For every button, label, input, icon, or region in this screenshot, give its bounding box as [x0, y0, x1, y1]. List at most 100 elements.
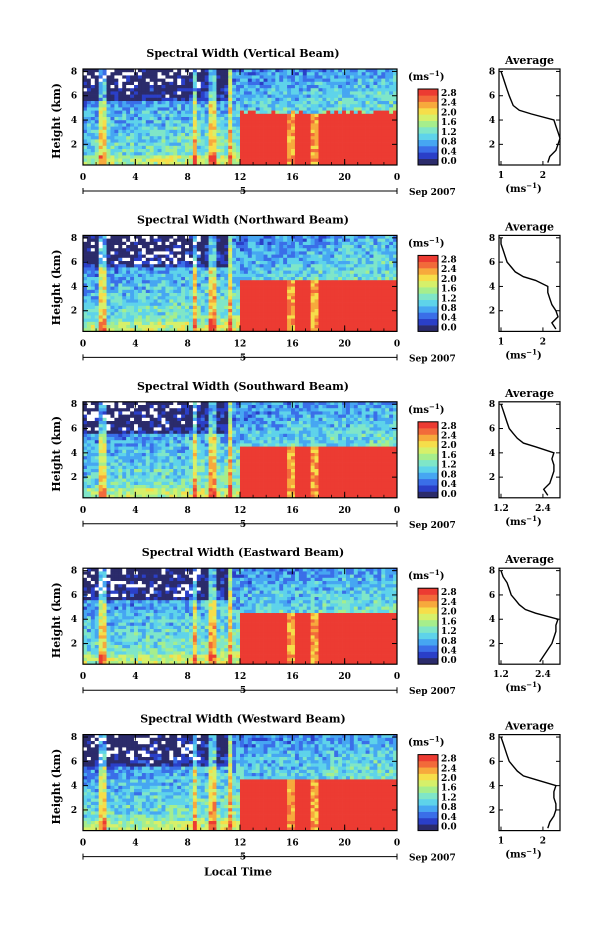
heatmap-cell [349, 91, 355, 95]
heatmap-cell [102, 155, 107, 159]
heatmap-cell [389, 245, 394, 249]
heatmap-cell [224, 312, 229, 316]
heatmap-cell [212, 312, 217, 316]
heatmap-cell [165, 264, 170, 268]
heatmap-cell [373, 72, 378, 76]
heatmap-cell [275, 293, 280, 297]
heatmap-cell [349, 257, 355, 262]
heatmap-cell [389, 126, 394, 131]
heatmap-cell [173, 254, 178, 259]
heatmap-cell [377, 97, 382, 102]
heatmap-cell [98, 312, 103, 316]
heatmap-cell [381, 238, 386, 243]
heatmap-cell [294, 235, 300, 239]
heatmap-cell [110, 139, 115, 143]
heatmap-cell [94, 72, 100, 76]
heatmap-cell [204, 126, 209, 131]
heatmap-cell [185, 126, 190, 131]
heatmap-cell [83, 280, 88, 284]
heatmap-cell [200, 126, 206, 131]
heatmap-cell [306, 152, 311, 156]
heatmap-cell [330, 136, 335, 140]
heatmap-cell [98, 117, 103, 121]
heatmap-cell [349, 149, 355, 153]
heatmap-cell [283, 126, 288, 131]
heatmap-cell [90, 254, 96, 259]
heatmap-cell [165, 78, 170, 83]
heatmap-cell [275, 113, 280, 118]
heatmap-cell [357, 309, 363, 313]
heatmap-cell [326, 277, 331, 281]
heatmap-cell [236, 85, 241, 89]
heatmap-cell [342, 248, 347, 252]
heatmap-cell [353, 101, 359, 105]
heatmap-cell [326, 91, 331, 95]
heatmap-cell [326, 254, 331, 259]
heatmap-cell [83, 88, 88, 92]
panel-1: Spectral Width (Vertical Beam)Height (km… [50, 47, 561, 198]
heatmap-cell [169, 117, 174, 121]
heatmap-cell [188, 110, 194, 115]
heatmap-cell [287, 97, 292, 102]
heatmap-cell [236, 321, 241, 326]
heatmap-cell [102, 158, 107, 163]
heatmap-cell [161, 88, 166, 92]
heatmap-cell [173, 104, 178, 108]
heatmap-cell [185, 257, 190, 262]
heatmap-cell [310, 289, 315, 294]
heatmap-cell [208, 286, 213, 291]
heatmap-cell [251, 145, 257, 150]
heatmap-cell [90, 142, 96, 147]
heatmap-cell [263, 81, 268, 86]
heatmap-cell [102, 113, 107, 118]
heatmap-cell [153, 97, 158, 102]
heatmap-cell [145, 152, 151, 156]
heatmap-cell [90, 277, 96, 281]
heatmap-cell [338, 91, 343, 95]
heatmap-cell [377, 145, 382, 150]
heatmap-cell [94, 85, 100, 89]
heatmap-cell [271, 305, 276, 310]
heatmap-cell [181, 72, 186, 76]
heatmap-cell [118, 305, 123, 310]
heatmap-cell [345, 75, 351, 79]
heatmap-cell [393, 85, 398, 89]
heatmap-cell [228, 280, 233, 284]
heatmap-cell [185, 142, 190, 147]
heatmap-cell [134, 91, 139, 95]
heatmap-cell [330, 315, 335, 319]
heatmap-cell [255, 328, 260, 332]
heatmap-cell [224, 136, 229, 140]
heatmap-cell [283, 120, 288, 124]
heatmap-cell [377, 235, 382, 239]
heatmap-cell [110, 91, 115, 95]
heatmap-cell [137, 88, 143, 92]
heatmap-cell [236, 97, 241, 102]
heatmap-cell [326, 302, 331, 307]
heatmap-cell [271, 318, 276, 323]
heatmap-cell [365, 110, 370, 115]
heatmap-cell [192, 126, 198, 131]
heatmap-cell [177, 91, 182, 95]
heatmap-cell [228, 283, 233, 287]
heatmap-cell [243, 293, 249, 297]
heatmap-cell [169, 133, 174, 137]
heatmap-cell [173, 235, 178, 239]
heatmap-cell [90, 101, 96, 105]
heatmap-cell [369, 245, 374, 249]
heatmap-cell [200, 261, 206, 265]
heatmap-cell [259, 155, 264, 159]
heatmap-cell [134, 94, 139, 99]
heatmap-cell [236, 120, 241, 124]
heatmap-cell [212, 321, 217, 326]
heatmap-cell [377, 296, 382, 300]
heatmap-cell [161, 325, 166, 329]
heatmap-cell [294, 161, 300, 166]
heatmap-cell [228, 238, 233, 243]
heatmap-cell [130, 91, 135, 95]
heatmap-cell [365, 321, 370, 326]
heatmap-cell [122, 149, 127, 153]
heatmap-cell [322, 238, 327, 243]
heatmap-cell [114, 321, 119, 326]
heatmap-cell [86, 254, 92, 259]
